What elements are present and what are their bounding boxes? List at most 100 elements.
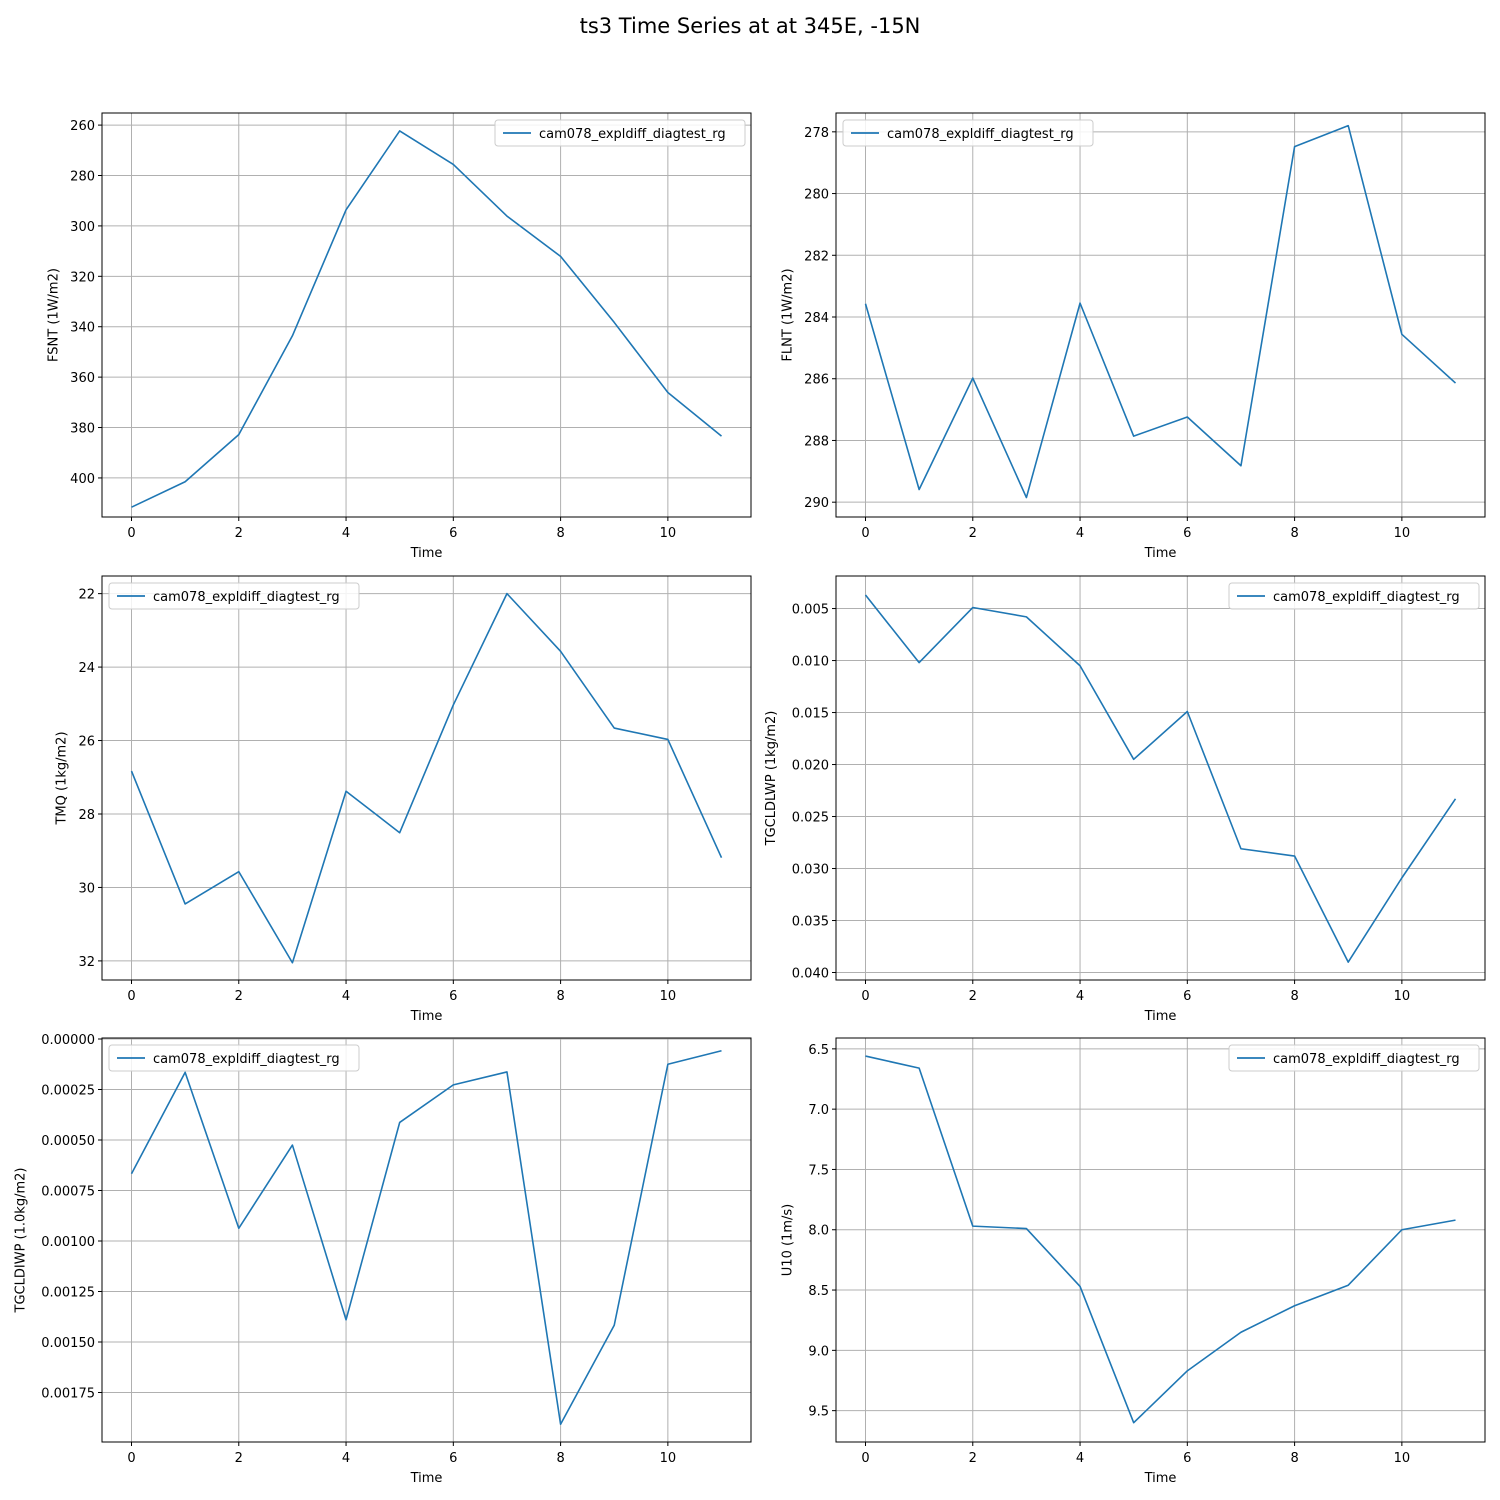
y-tick-label: 260 [70, 119, 95, 134]
series-line [864, 594, 1457, 963]
legend: cam078_expldiff_diagtest_rg [494, 119, 746, 147]
legend-label: cam078_expldiff_diagtest_rg [887, 127, 1074, 142]
subplot-2: 0 2 4 6 8 10 278 280 282 284 286 288 290 Time FLNT (1W… [780, 112, 1486, 561]
x-tick-label: 6 [449, 989, 457, 1004]
y-tick-label: 6.5 [808, 1043, 829, 1058]
x-tick-label: 6 [449, 526, 457, 541]
y-tick-label: 32 [78, 955, 95, 970]
y-tick-label: 0.00025 [41, 1084, 95, 1099]
y-axis-label: TMQ (1kg/m2) [55, 731, 70, 825]
legend: cam078_expldiff_diagtest_rg [108, 582, 360, 610]
subplot-5: 0 2 4 6 8 10 0.00000 0.00025 0.00050 0.00075 0.001… [14, 1033, 752, 1486]
y-tick-label: 28 [78, 808, 95, 823]
legend-box [108, 582, 360, 610]
series-line [864, 124, 1457, 499]
x-tick-label: 10 [660, 526, 677, 541]
x-tick-label: 4 [342, 1451, 350, 1466]
x-tick-label: 10 [660, 989, 677, 1004]
y-tick-label: 278 [804, 126, 829, 141]
legend-label: cam078_expldiff_diagtest_rg [153, 590, 340, 605]
y-tick-label: 290 [804, 496, 829, 511]
x-tick-label: 10 [1394, 526, 1411, 541]
y-tick-label: 0.020 [792, 759, 829, 774]
x-tick-label: 4 [1076, 526, 1084, 541]
axes-frame [101, 1037, 752, 1443]
legend-box [1228, 1044, 1480, 1072]
y-tick-label: 360 [70, 371, 95, 386]
x-tick-label: 6 [1183, 989, 1191, 1004]
legend: cam078_expldiff_diagtest_rg [1228, 1044, 1480, 1072]
x-tick-label: 4 [1076, 1451, 1084, 1466]
series-line [130, 1049, 722, 1426]
x-axis-label: Time [410, 546, 443, 561]
y-tick-label: 0.00100 [41, 1235, 95, 1250]
x-tick-label: 0 [861, 989, 869, 1004]
x-axis-label: Time [1144, 1009, 1177, 1024]
x-tick-label: 8 [1290, 989, 1298, 1004]
axes-frame [835, 575, 1486, 981]
series-line [865, 1055, 1456, 1424]
axes-frame [835, 112, 1486, 518]
subplot-6: 0 2 4 6 8 10 6.5 7.0 7.5 8.0 8.5 9.0 9.5 Time U10 (1m/… [780, 1037, 1486, 1486]
legend-label: cam078_expldiff_diagtest_rg [153, 1052, 340, 1067]
figure-title: ts3 Time Series at at 345E, -15N [579, 14, 921, 38]
x-axis-label: Time [410, 1471, 443, 1486]
legend-box [1228, 582, 1480, 610]
x-tick-label: 2 [235, 526, 243, 541]
x-axis-label: Time [1144, 546, 1177, 561]
y-tick-label: 0.00000 [41, 1033, 95, 1048]
legend-box [494, 119, 746, 147]
y-tick-label: 26 [78, 735, 95, 750]
x-tick-label: 0 [861, 526, 869, 541]
legend: cam078_expldiff_diagtest_rg [108, 1044, 360, 1072]
x-tick-label: 10 [1394, 1451, 1411, 1466]
x-axis-label: Time [410, 1009, 443, 1024]
y-tick-label: 7.0 [808, 1103, 829, 1118]
x-tick-label: 4 [342, 526, 350, 541]
y-tick-label: 0.00075 [41, 1185, 95, 1200]
y-tick-label: 0.005 [792, 603, 829, 618]
y-axis-label: FSNT (1W/m2) [46, 268, 61, 362]
y-tick-label: 0.010 [792, 655, 829, 670]
y-tick-label: 288 [804, 434, 829, 449]
x-tick-label: 2 [235, 1451, 243, 1466]
y-tick-label: 0.00125 [41, 1286, 95, 1301]
y-axis-label: FLNT (1W/m2) [780, 268, 795, 361]
x-tick-label: 8 [556, 1451, 564, 1466]
y-tick-label: 280 [804, 188, 829, 203]
y-tick-label: 0.035 [792, 915, 829, 930]
y-tick-label: 0.015 [792, 707, 829, 722]
x-tick-label: 8 [556, 526, 564, 541]
y-tick-label: 286 [804, 373, 829, 388]
y-tick-label: 0.025 [792, 811, 829, 826]
x-tick-label: 4 [1076, 989, 1084, 1004]
y-tick-label: 8.5 [808, 1284, 829, 1299]
y-tick-label: 280 [70, 170, 95, 185]
y-axis-label: TGCLDLWP (1kg/m2) [764, 711, 779, 847]
series-line [131, 130, 723, 508]
axes-frame [835, 1037, 1486, 1443]
y-tick-label: 300 [70, 220, 95, 235]
x-tick-label: 2 [969, 989, 977, 1004]
x-tick-label: 2 [969, 1451, 977, 1466]
y-tick-label: 30 [78, 881, 95, 896]
y-tick-label: 8.0 [808, 1224, 829, 1239]
legend-label: cam078_expldiff_diagtest_rg [1273, 590, 1460, 605]
x-tick-label: 0 [127, 1451, 135, 1466]
y-tick-label: 0.030 [792, 863, 829, 878]
y-tick-label: 400 [70, 472, 95, 487]
x-tick-label: 10 [660, 1451, 677, 1466]
subplot-1: 0 2 4 6 8 10 260 280 300 320 340 360 380 400 Time FSNT … [46, 112, 752, 561]
y-tick-label: 0.00175 [41, 1387, 95, 1402]
x-axis-label: Time [1144, 1471, 1177, 1486]
axes-frame [101, 575, 752, 981]
x-tick-label: 8 [1290, 1451, 1298, 1466]
y-tick-label: 7.5 [808, 1163, 829, 1178]
y-tick-label: 0.00150 [41, 1336, 95, 1351]
legend-label: cam078_expldiff_diagtest_rg [539, 127, 726, 142]
x-tick-label: 4 [342, 989, 350, 1004]
x-tick-label: 2 [969, 526, 977, 541]
y-tick-label: 282 [804, 249, 829, 264]
y-tick-label: 24 [78, 661, 95, 676]
